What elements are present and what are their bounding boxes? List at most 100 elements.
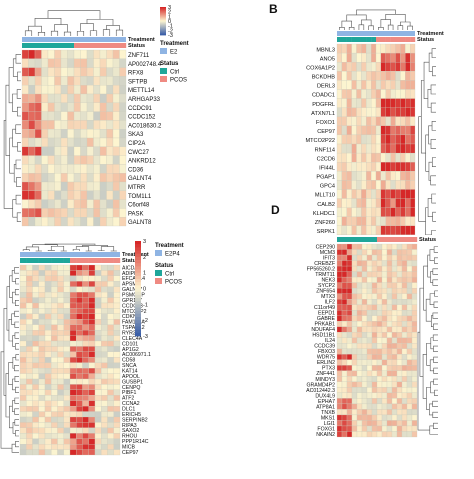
- heatmap-cell: [397, 398, 402, 404]
- heatmap-cell: [342, 217, 347, 226]
- heatmap-cell: [55, 94, 62, 103]
- heatmap-cell: [108, 368, 114, 373]
- heatmap-cell: [342, 305, 347, 311]
- heatmap-cell: [20, 406, 26, 411]
- heatmap-cell: [347, 338, 352, 344]
- heatmap-cell: [382, 288, 387, 294]
- heatmap-cell: [396, 226, 401, 235]
- heatmap-cell: [376, 171, 381, 180]
- heatmap-cell: [89, 276, 95, 281]
- heatmap-cell: [381, 171, 386, 180]
- heatmap-cell: [114, 336, 120, 341]
- heatmap-cell: [387, 255, 392, 261]
- col-dendrogram-branch: [386, 14, 406, 22]
- heatmap-cell: [377, 382, 382, 388]
- heatmap-cell: [114, 428, 120, 433]
- heatmap-cell: [412, 420, 417, 426]
- heatmap-cell: [61, 59, 68, 68]
- heatmap-cell: [397, 299, 402, 305]
- heatmap-cell: [95, 330, 101, 335]
- heatmap-cell: [342, 310, 347, 316]
- heatmap-cell: [20, 450, 26, 455]
- heatmap-cell: [367, 255, 372, 261]
- heatmap-cell: [387, 431, 392, 437]
- heatmap-cell: [33, 363, 39, 368]
- heatmap-cell: [402, 327, 407, 333]
- heatmap-cell: [45, 379, 51, 384]
- heatmap-cell: [55, 120, 62, 129]
- row-dendrogram-branch: [419, 117, 426, 222]
- heatmap-cell: [114, 363, 120, 368]
- heatmap-cell: [381, 126, 386, 135]
- heatmap-cell: [83, 352, 89, 357]
- heatmap-cell: [382, 310, 387, 316]
- heatmap-cell: [58, 406, 64, 411]
- heatmap-cell: [74, 68, 81, 77]
- heatmap-cell: [20, 422, 26, 427]
- heatmap-cell: [352, 327, 357, 333]
- gene-label: FOXO1: [316, 120, 335, 126]
- gene-label: TOM1L1: [128, 194, 152, 200]
- heatmap-cell: [347, 349, 352, 355]
- heatmap-cell: [100, 76, 107, 85]
- heatmap-cell: [352, 108, 357, 117]
- heatmap-cell: [386, 226, 391, 235]
- heatmap-cell: [64, 374, 70, 379]
- heatmap-cell: [76, 444, 82, 449]
- heatmap-cell: [352, 99, 357, 108]
- heatmap-cell: [347, 226, 352, 235]
- heatmap-cell: [337, 217, 342, 226]
- heatmap-cell: [89, 439, 95, 444]
- gene-label: METTL14: [128, 88, 155, 94]
- heatmap-cell: [33, 368, 39, 373]
- heatmap-cell: [70, 276, 76, 281]
- heatmap-cell: [362, 261, 367, 267]
- heatmap-cell: [107, 217, 114, 226]
- heatmap-cell: [107, 191, 114, 200]
- heatmap-cell: [391, 99, 396, 108]
- heatmap-cell: [89, 292, 95, 297]
- row-dendrogram-branch: [433, 412, 438, 418]
- heatmap-cell: [357, 171, 362, 180]
- heatmap-cell: [58, 330, 64, 335]
- heatmap-cell: [397, 250, 402, 256]
- heatmap-cell: [45, 368, 51, 373]
- heatmap-cell: [70, 281, 76, 286]
- heatmap-cell: [352, 217, 357, 226]
- status-bar-cell: [387, 237, 392, 242]
- heatmap-cell: [48, 156, 55, 165]
- heatmap-cell: [372, 321, 377, 327]
- heatmap-cell: [45, 270, 51, 275]
- col-dendrogram-branch: [339, 27, 344, 30]
- heatmap-cell: [381, 108, 386, 117]
- heatmap-cell: [45, 428, 51, 433]
- heatmap-cell: [371, 126, 376, 135]
- color-scale-step: [135, 304, 141, 308]
- heatmap-cell: [20, 308, 26, 313]
- heatmap-cell: [396, 108, 401, 117]
- heatmap-cell: [107, 156, 114, 165]
- heatmap-cell: [101, 357, 107, 362]
- gene-label: GALNT8: [128, 220, 152, 226]
- heatmap-cell: [361, 71, 366, 80]
- gene-label: RFX8: [128, 71, 144, 77]
- heatmap-cell: [39, 303, 45, 308]
- heatmap-cell: [367, 376, 372, 382]
- heatmap-cell: [74, 76, 81, 85]
- heatmap-cell: [337, 189, 342, 198]
- heatmap-cell: [35, 103, 42, 112]
- heatmap-cell: [83, 346, 89, 351]
- heatmap-cell: [94, 208, 101, 217]
- heatmap-cell: [347, 305, 352, 311]
- heatmap-cell: [337, 420, 342, 426]
- color-scale-step: [135, 323, 141, 327]
- heatmap-cell: [352, 398, 357, 404]
- heatmap-cell: [337, 310, 342, 316]
- heatmap-cell: [391, 162, 396, 171]
- heatmap-cell: [22, 173, 29, 182]
- heatmap-cell: [367, 420, 372, 426]
- heatmap-cell: [64, 319, 70, 324]
- heatmap-cell: [81, 182, 88, 191]
- heatmap-cell: [371, 71, 376, 80]
- heatmap-cell: [347, 393, 352, 399]
